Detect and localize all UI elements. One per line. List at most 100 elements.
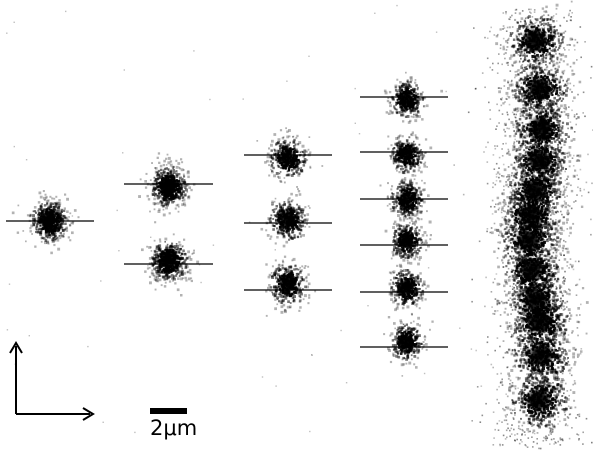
speckle-dot <box>212 244 215 246</box>
scale-bar-label: 2μm <box>150 416 198 440</box>
ion-3-3-core <box>277 272 297 294</box>
speckle-dot <box>6 329 9 331</box>
speckle-dot <box>345 382 348 384</box>
ion-4-6 <box>383 312 434 377</box>
ion-4-1-core <box>397 88 415 108</box>
speckle-dot <box>445 90 447 93</box>
speckle-dot <box>25 159 28 161</box>
speckle-dot <box>367 305 369 307</box>
horizontal-arrowhead <box>82 407 95 421</box>
speckle-dot <box>517 387 519 389</box>
speckle-dot <box>6 32 8 34</box>
speckle-dot <box>308 55 310 57</box>
speckle-dot <box>354 122 356 124</box>
ion-5-2 <box>498 25 582 124</box>
speckle-dot <box>13 21 15 23</box>
speckle-dot <box>537 422 539 424</box>
speckle-dot <box>8 283 11 285</box>
speckle-dot <box>100 280 102 282</box>
ion-5-4 <box>496 115 582 213</box>
ion-5-11-core <box>526 341 556 369</box>
speckle-dot <box>534 432 536 435</box>
speckle-dot <box>193 50 195 52</box>
ion-4-5-core <box>397 277 415 297</box>
speckle-dot <box>134 431 136 434</box>
ion-4-5 <box>388 259 430 320</box>
speckle-dot <box>261 376 264 378</box>
speckle-dot <box>427 267 430 269</box>
ion-spots <box>11 0 593 450</box>
speckle-dot <box>87 345 89 348</box>
speckle-dot <box>71 215 74 217</box>
ion-3-1-core <box>277 146 297 168</box>
ion-4-1 <box>383 71 443 124</box>
ion-4-4-core <box>397 230 415 250</box>
speckle-dot <box>28 335 30 337</box>
chain-halo <box>453 8 593 450</box>
ion-5-11 <box>500 318 588 395</box>
ion-5-4-core <box>524 146 554 174</box>
speckle-dot <box>123 69 125 71</box>
ion-5-10-core <box>525 308 555 336</box>
speckle-dot <box>209 98 211 101</box>
speckle-dot <box>65 10 67 13</box>
ion-5-12 <box>503 361 577 440</box>
speckle-dot <box>374 12 376 14</box>
speckle-dot <box>200 281 202 284</box>
ion-4-3-core <box>397 188 415 208</box>
ion-2-2-core <box>158 249 178 271</box>
speckle-dot <box>275 385 277 387</box>
ion-4-2 <box>387 131 433 180</box>
ion-4-6-core <box>397 331 415 351</box>
ion-2-1 <box>138 152 196 224</box>
speckle-dot <box>409 229 411 231</box>
speckle-dot <box>566 358 568 360</box>
speckle-dot <box>150 236 152 238</box>
speckle-dot <box>354 87 356 90</box>
speckle-dot <box>470 348 473 350</box>
ion-2-2 <box>141 233 200 297</box>
ion-5-7-core <box>514 226 544 254</box>
axes-arrows <box>9 341 95 421</box>
ion-1-1 <box>11 190 80 255</box>
speckle-dot <box>309 430 311 433</box>
ion-3-3 <box>265 255 317 317</box>
ion-5-2-core <box>524 74 555 102</box>
speckle-dot <box>118 250 120 252</box>
ion-4-4 <box>384 209 432 275</box>
vertical-arrowhead <box>9 341 23 354</box>
speckle-dot <box>311 354 313 356</box>
speckle-dot <box>340 329 342 332</box>
speckle-dot <box>198 264 201 266</box>
speckle-dot <box>274 249 276 251</box>
speckle-dot <box>423 372 426 375</box>
speckle-dot <box>311 354 313 356</box>
ion-5-3-core <box>526 114 556 142</box>
speckle-dot <box>518 84 520 86</box>
speckle-dot <box>102 421 104 423</box>
speckle-dot <box>248 221 251 223</box>
ion-3-1 <box>256 127 324 196</box>
speckle-dot <box>286 80 288 82</box>
speckle-dot <box>358 133 361 135</box>
ion-5-1-core <box>520 26 550 54</box>
speckle-dot <box>459 327 461 329</box>
ion-5-12-core <box>523 386 554 414</box>
ion-3-2 <box>260 188 311 248</box>
ion-2-1-core <box>158 175 178 197</box>
ion-1-1-core <box>38 209 58 231</box>
speckle-dot <box>147 265 149 267</box>
speckle-dot <box>396 4 398 7</box>
speckle-dot <box>514 407 516 409</box>
speckle-dot <box>122 152 124 154</box>
reference-lines <box>6 96 448 348</box>
ion-5-1 <box>495 0 577 78</box>
speckle-dot <box>13 145 15 148</box>
speckle-dot <box>242 98 244 100</box>
ion-4-2-core <box>397 144 415 164</box>
ion-5-8-core <box>516 256 546 284</box>
ion-3-2-core <box>277 208 297 230</box>
scale-bar <box>150 408 187 414</box>
speckle-dot <box>116 209 118 212</box>
